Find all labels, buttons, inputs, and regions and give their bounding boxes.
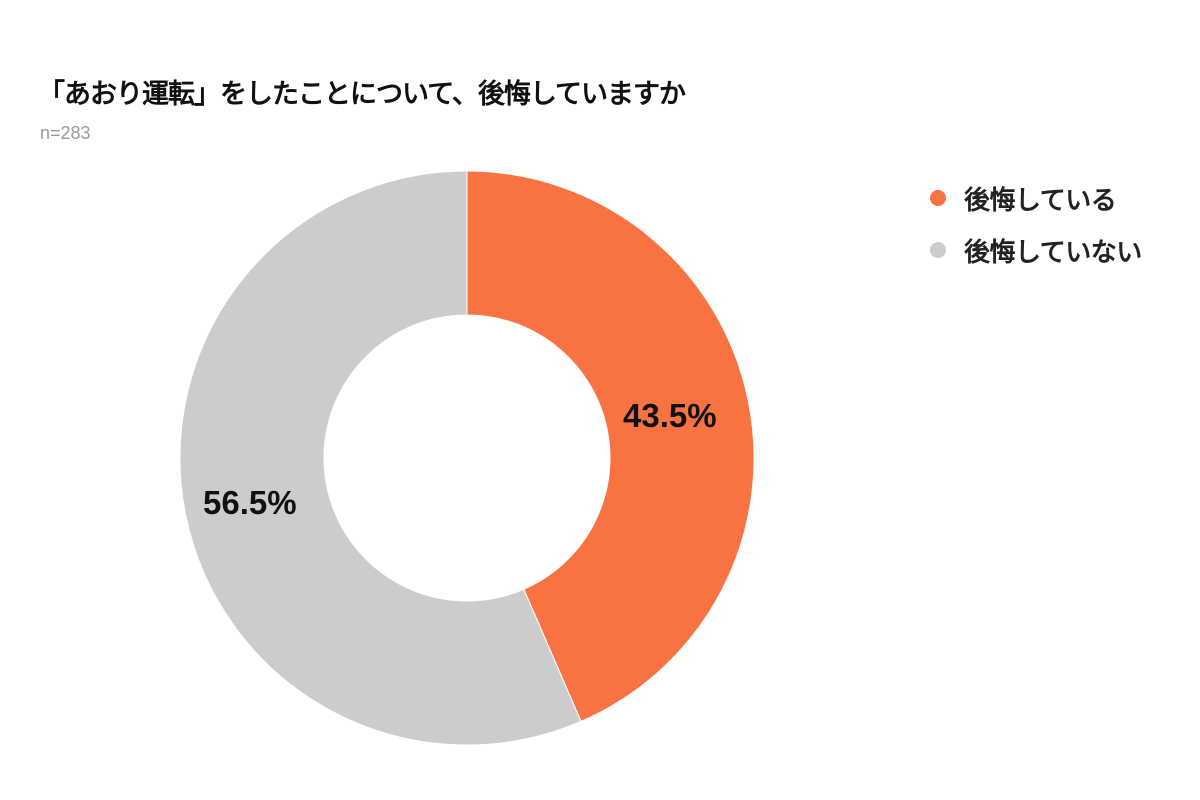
data-label-regret: 43.5% (623, 397, 717, 434)
legend-swatch-icon (930, 190, 946, 206)
donut-slice-0 (466, 170, 755, 723)
legend-label: 後悔している (964, 185, 1117, 216)
donut-slice-1 (179, 170, 582, 746)
sample-size: n=283 (40, 123, 91, 143)
legend-item-regret: 後悔している (930, 172, 1142, 224)
legend-label: 後悔していない (964, 237, 1142, 268)
chart-title: 「あおり運転」をしたことについて、後悔していますか (38, 79, 686, 110)
legend: 後悔している 後悔していない (930, 172, 1142, 276)
data-label-no-regret: 56.5% (203, 484, 297, 521)
legend-swatch-icon (930, 242, 946, 258)
legend-item-no-regret: 後悔していない (930, 224, 1142, 276)
